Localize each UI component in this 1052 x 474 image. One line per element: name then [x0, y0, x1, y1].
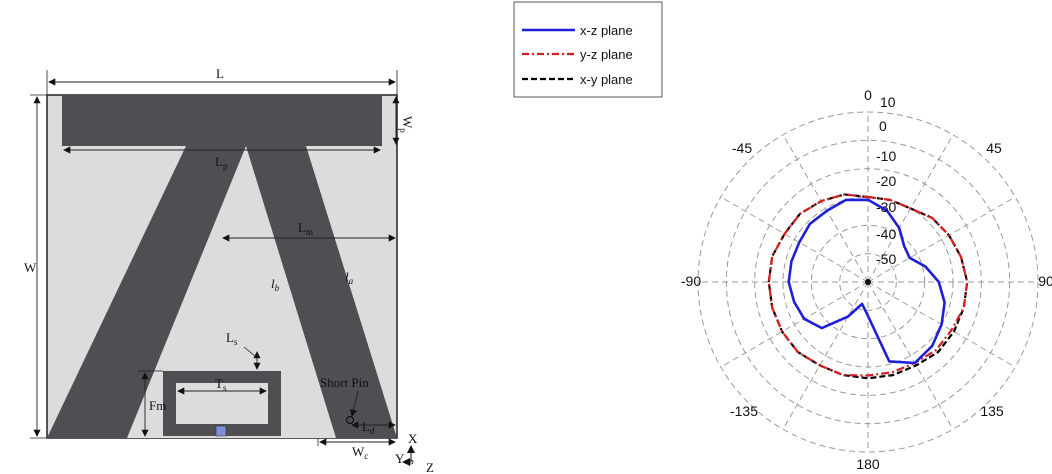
axis-z-label: Z	[426, 460, 434, 474]
label-Ld: Ld	[362, 419, 375, 436]
axis-x-label: X	[408, 431, 418, 446]
angle-label-180: 180	[856, 456, 880, 472]
label-short-pin: Short Pin	[320, 375, 369, 390]
grid-spoke	[720, 281, 869, 368]
inner-triangle-slot	[162, 247, 281, 360]
radial-label-m10: -10	[876, 148, 896, 164]
feed-point	[215, 425, 227, 437]
label-Ls: Ls	[226, 330, 238, 347]
angle-label-m135: -135	[730, 403, 758, 419]
label-W: W	[24, 260, 37, 275]
angle-label-m45: -45	[732, 140, 752, 156]
label-Lm: Lm	[298, 220, 313, 237]
radial-label-10: 10	[880, 94, 896, 110]
coordinate-axes-icon	[402, 445, 415, 466]
polar-grid	[697, 111, 1039, 453]
legend-label-xy: x-y plane	[580, 72, 633, 87]
top-patch	[62, 95, 382, 146]
grid-ring	[697, 111, 1039, 453]
angle-label-90: 90	[1038, 273, 1052, 289]
angle-label-m90: -90	[681, 273, 701, 289]
label-L: L	[216, 66, 224, 81]
antenna-diagram: L W Wp Lp Lm lb la Ls Ts Fm Short Pin	[24, 66, 434, 474]
grid-spoke	[867, 281, 954, 430]
series-x-z-plane	[787, 198, 946, 365]
grid-spoke	[782, 281, 869, 430]
legend-label-yz: y-z plane	[580, 47, 633, 62]
grid-spoke	[867, 196, 1016, 283]
label-Ts: Ts	[215, 376, 227, 393]
grid-ring	[810, 224, 926, 340]
label-Wc: Wc	[352, 444, 368, 461]
radial-label-m30: -30	[876, 199, 896, 215]
label-la: la	[345, 269, 354, 286]
angle-label-0: 0	[864, 87, 872, 103]
radial-label-m20: -20	[876, 173, 896, 189]
radial-label-m50: -50	[876, 251, 896, 267]
legend-box	[513, 1, 663, 98]
polar-origin	[865, 279, 871, 285]
label-lb: lb	[271, 276, 280, 293]
label-Lp: Lp	[215, 154, 228, 171]
axis-y-label: Y	[395, 451, 405, 466]
legend-label-xz: x-z plane	[580, 23, 633, 38]
grid-spoke	[720, 196, 869, 283]
polar-series-group	[767, 193, 969, 380]
polar-chart: 0 45 90 135 180 -135 -90 -45 10 0 -10 -2…	[681, 87, 1052, 472]
grid-ring	[839, 253, 897, 311]
grid-spoke	[782, 134, 869, 283]
angle-label-135: 135	[980, 403, 1004, 419]
radial-label-0: 0	[879, 118, 887, 134]
legend: x-z plane y-z plane x-y plane	[513, 1, 663, 98]
radial-label-m40: -40	[876, 226, 896, 242]
label-Wp: Wp	[398, 116, 415, 133]
right-leg	[246, 146, 397, 438]
label-Fm: Fm	[149, 398, 166, 413]
series-y-z-plane	[767, 193, 969, 377]
left-leg	[47, 146, 246, 438]
angle-label-45: 45	[986, 140, 1002, 156]
